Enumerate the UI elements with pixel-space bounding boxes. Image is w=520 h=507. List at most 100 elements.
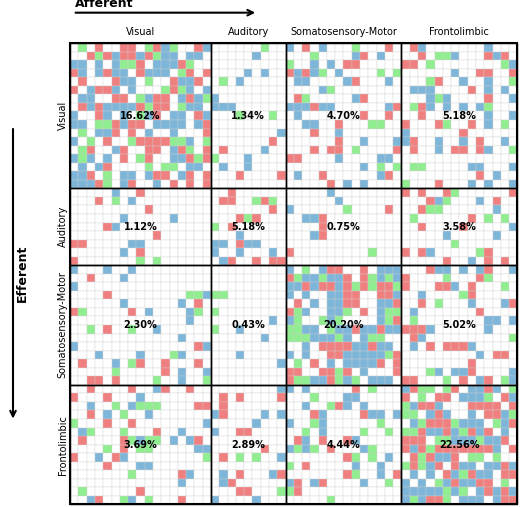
Bar xyxy=(87,470,95,479)
Bar xyxy=(335,316,344,325)
Bar xyxy=(501,393,509,402)
Bar xyxy=(410,214,418,223)
Bar xyxy=(70,325,79,334)
Bar xyxy=(393,163,401,171)
Bar xyxy=(136,43,145,52)
Bar xyxy=(194,402,203,411)
Bar xyxy=(401,376,410,385)
Bar xyxy=(95,402,103,411)
Bar xyxy=(401,325,410,334)
Bar xyxy=(302,376,310,385)
Bar xyxy=(426,129,435,137)
Bar xyxy=(178,77,186,86)
Bar xyxy=(194,171,203,180)
Bar xyxy=(435,411,443,419)
Bar xyxy=(360,385,368,393)
Bar xyxy=(376,351,385,359)
Bar xyxy=(211,77,219,86)
Bar xyxy=(443,240,451,248)
Bar xyxy=(203,214,211,223)
Bar xyxy=(252,479,261,487)
Bar xyxy=(401,60,410,69)
Bar xyxy=(385,419,393,427)
Bar xyxy=(492,334,501,342)
Bar xyxy=(186,223,194,231)
Bar xyxy=(385,265,393,274)
Bar xyxy=(310,376,319,385)
Bar xyxy=(352,265,360,274)
Bar xyxy=(492,214,501,223)
Bar xyxy=(467,487,476,496)
Bar xyxy=(476,487,484,496)
Bar xyxy=(261,214,269,223)
Bar xyxy=(269,137,277,146)
Bar xyxy=(95,462,103,470)
Bar xyxy=(327,316,335,325)
Bar xyxy=(302,265,310,274)
Bar xyxy=(112,146,120,154)
Bar xyxy=(344,427,352,436)
Bar xyxy=(385,351,393,359)
Bar xyxy=(269,393,277,402)
Bar xyxy=(376,137,385,146)
Bar xyxy=(70,188,79,197)
Bar xyxy=(294,487,302,496)
Bar xyxy=(128,300,136,308)
Bar xyxy=(70,248,79,257)
Bar xyxy=(509,214,517,223)
Bar xyxy=(87,368,95,376)
Bar xyxy=(170,112,178,120)
Bar xyxy=(401,411,410,419)
Bar xyxy=(344,248,352,257)
Bar xyxy=(79,171,87,180)
Bar xyxy=(261,146,269,154)
Bar xyxy=(203,402,211,411)
Bar xyxy=(426,274,435,282)
Bar xyxy=(79,334,87,342)
Bar xyxy=(376,479,385,487)
Bar xyxy=(103,325,112,334)
Bar xyxy=(376,180,385,188)
Bar xyxy=(136,368,145,376)
Bar xyxy=(418,479,426,487)
Bar xyxy=(344,69,352,77)
Bar xyxy=(153,316,161,325)
Bar xyxy=(435,282,443,291)
Bar xyxy=(203,351,211,359)
Bar xyxy=(252,419,261,427)
Bar xyxy=(352,103,360,112)
Bar xyxy=(161,77,170,86)
Bar xyxy=(467,479,476,487)
Bar xyxy=(368,86,376,94)
Bar xyxy=(70,103,79,112)
Bar xyxy=(460,180,467,188)
Bar xyxy=(435,197,443,205)
Bar xyxy=(401,240,410,248)
Bar xyxy=(261,470,269,479)
Bar xyxy=(128,342,136,351)
Bar xyxy=(203,77,211,86)
Bar xyxy=(186,496,194,504)
Bar xyxy=(426,453,435,462)
Bar xyxy=(435,393,443,402)
Bar xyxy=(467,282,476,291)
Bar xyxy=(203,334,211,342)
Bar xyxy=(203,291,211,300)
Bar xyxy=(145,316,153,325)
Bar xyxy=(161,453,170,462)
Bar xyxy=(112,77,120,86)
Bar xyxy=(252,188,261,197)
Bar xyxy=(95,52,103,60)
Bar xyxy=(467,129,476,137)
Bar xyxy=(87,231,95,240)
Bar xyxy=(120,445,128,453)
Bar xyxy=(228,351,236,359)
Bar xyxy=(87,223,95,231)
Bar xyxy=(186,351,194,359)
Bar xyxy=(492,257,501,265)
Bar xyxy=(252,334,261,342)
Bar xyxy=(492,436,501,445)
Bar xyxy=(277,359,285,368)
Bar xyxy=(319,231,327,240)
Bar xyxy=(145,257,153,265)
